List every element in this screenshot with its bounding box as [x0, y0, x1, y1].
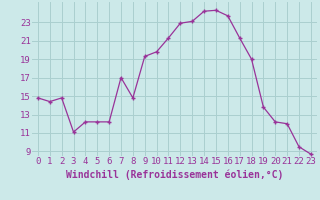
X-axis label: Windchill (Refroidissement éolien,°C): Windchill (Refroidissement éolien,°C)	[66, 169, 283, 180]
